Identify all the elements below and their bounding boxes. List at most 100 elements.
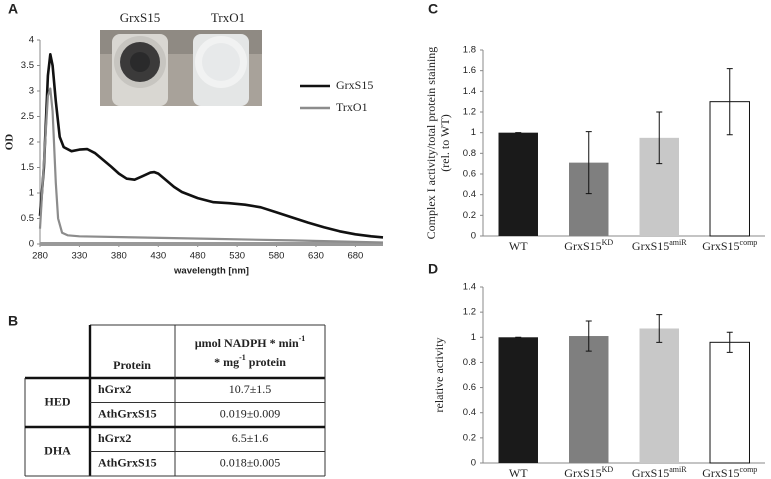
data-line bbox=[38, 53, 384, 239]
x-tick-label: GrxS15KD bbox=[564, 465, 613, 479]
x-tick-label: 630 bbox=[308, 251, 324, 262]
y-tick-label: 1 bbox=[471, 127, 476, 138]
category-superscript: comp bbox=[740, 238, 758, 247]
error-bar bbox=[726, 331, 733, 353]
protein-cell: AthGrxS15 bbox=[98, 456, 157, 470]
protein-cell: hGrx2 bbox=[98, 382, 131, 396]
error-bar bbox=[585, 131, 592, 195]
bar bbox=[569, 336, 609, 463]
panel-label: D bbox=[428, 261, 438, 277]
category-text: GrxS15 bbox=[632, 466, 669, 479]
y-tick-label: 1.4 bbox=[463, 282, 476, 293]
y-tick-label: 0 bbox=[471, 231, 476, 242]
y-tick-label: 1.2 bbox=[463, 307, 476, 318]
protein-cell: AthGrxS15 bbox=[98, 407, 157, 421]
category-superscript: comp bbox=[740, 465, 758, 474]
y-axis-label: relative activity bbox=[432, 338, 446, 413]
legend-label: TrxO1 bbox=[336, 100, 368, 114]
x-tick-label: 380 bbox=[111, 251, 127, 262]
error-bar bbox=[656, 111, 663, 165]
y-tick-label: 0.6 bbox=[463, 382, 476, 393]
x-tick-label: 430 bbox=[150, 251, 166, 262]
value-cell: 0.019±0.009 bbox=[220, 407, 281, 421]
y-tick-label: 1.6 bbox=[463, 65, 476, 76]
y-tick-label: 0.5 bbox=[21, 213, 34, 224]
header-text: protein bbox=[246, 355, 286, 369]
category-text: GrxS15 bbox=[632, 239, 669, 253]
table-header: µmol NADPH * min-1 bbox=[195, 334, 306, 350]
bar bbox=[639, 328, 679, 463]
bar bbox=[498, 132, 538, 236]
group-label: HED bbox=[44, 394, 70, 408]
y-tick-label: 0 bbox=[29, 239, 34, 250]
y-tick-label: 0.8 bbox=[463, 148, 476, 159]
category-text: GrxS15 bbox=[564, 466, 601, 479]
category-text: GrxS15 bbox=[702, 466, 739, 479]
y-tick-label: 1.2 bbox=[463, 107, 476, 118]
data-line bbox=[38, 87, 384, 244]
y-axis-label: OD bbox=[4, 134, 16, 151]
x-tick-label: WT bbox=[509, 466, 528, 479]
bar bbox=[709, 341, 750, 464]
y-tick-label: 0 bbox=[471, 458, 476, 469]
error-bar bbox=[585, 320, 592, 352]
error-bar bbox=[726, 68, 733, 136]
inset-photo bbox=[100, 30, 262, 106]
protein-cell: hGrx2 bbox=[98, 431, 131, 445]
y-tick-label: 4 bbox=[29, 35, 34, 46]
x-axis-label: wavelength [nm] bbox=[173, 266, 249, 277]
value-cell: 6.5±1.6 bbox=[232, 431, 269, 445]
y-tick-label: 0.6 bbox=[463, 169, 476, 180]
category-superscript: amiR bbox=[669, 465, 687, 474]
inset-label: GrxS15 bbox=[120, 10, 160, 25]
x-tick-label: GrxS15comp bbox=[702, 238, 757, 253]
y-axis-label: Complex I activity/total protein stainin… bbox=[424, 47, 438, 240]
legend-label: GrxS15 bbox=[336, 78, 373, 92]
panel-label: C bbox=[428, 1, 438, 17]
category-superscript: amiR bbox=[669, 238, 687, 247]
x-tick-label: 330 bbox=[71, 251, 87, 262]
value-cell: 0.018±0.005 bbox=[220, 456, 281, 470]
y-tick-label: 3.5 bbox=[21, 60, 34, 71]
y-tick-label: 2 bbox=[29, 137, 34, 148]
y-tick-label: 0.4 bbox=[463, 407, 476, 418]
y-tick-label: 1.4 bbox=[463, 86, 476, 97]
error-bar bbox=[656, 314, 663, 343]
header-text: * mg bbox=[214, 355, 239, 369]
y-axis-label: (rel. to WT) bbox=[438, 114, 452, 171]
category-text: WT bbox=[509, 239, 528, 253]
category-text: GrxS15 bbox=[564, 239, 601, 253]
table-header: * mg-1 protein bbox=[214, 353, 286, 369]
group-label: DHA bbox=[44, 443, 71, 457]
y-tick-label: 1.5 bbox=[21, 162, 34, 173]
y-tick-label: 1 bbox=[29, 188, 34, 199]
y-tick-label: 3 bbox=[29, 86, 34, 97]
y-tick-label: 0.8 bbox=[463, 357, 476, 368]
y-tick-label: 1.8 bbox=[463, 45, 476, 56]
panel-label: A bbox=[8, 1, 18, 17]
y-tick-label: 2.5 bbox=[21, 111, 34, 122]
x-tick-label: 680 bbox=[347, 251, 363, 262]
superscript: -1 bbox=[299, 334, 306, 343]
panel-label: B bbox=[8, 313, 18, 329]
y-tick-label: 0.2 bbox=[463, 210, 476, 221]
y-tick-label: 0.2 bbox=[463, 432, 476, 443]
superscript: -1 bbox=[239, 353, 246, 362]
x-tick-label: 530 bbox=[229, 251, 245, 262]
category-text: GrxS15 bbox=[702, 239, 739, 253]
x-tick-label: GrxS15KD bbox=[564, 238, 613, 253]
x-tick-label: GrxS15amiR bbox=[632, 465, 687, 479]
value-cell: 10.7±1.5 bbox=[229, 382, 272, 396]
bar bbox=[498, 337, 538, 463]
x-tick-label: GrxS15comp bbox=[702, 465, 757, 479]
table-header: Protein bbox=[113, 358, 151, 372]
y-tick-label: 1 bbox=[471, 332, 476, 343]
category-text: WT bbox=[509, 466, 528, 479]
x-tick-label: 580 bbox=[269, 251, 285, 262]
y-tick-label: 0.4 bbox=[463, 189, 476, 200]
x-tick-label: GrxS15amiR bbox=[632, 238, 687, 253]
category-superscript: KD bbox=[602, 238, 614, 247]
category-superscript: KD bbox=[602, 465, 614, 474]
